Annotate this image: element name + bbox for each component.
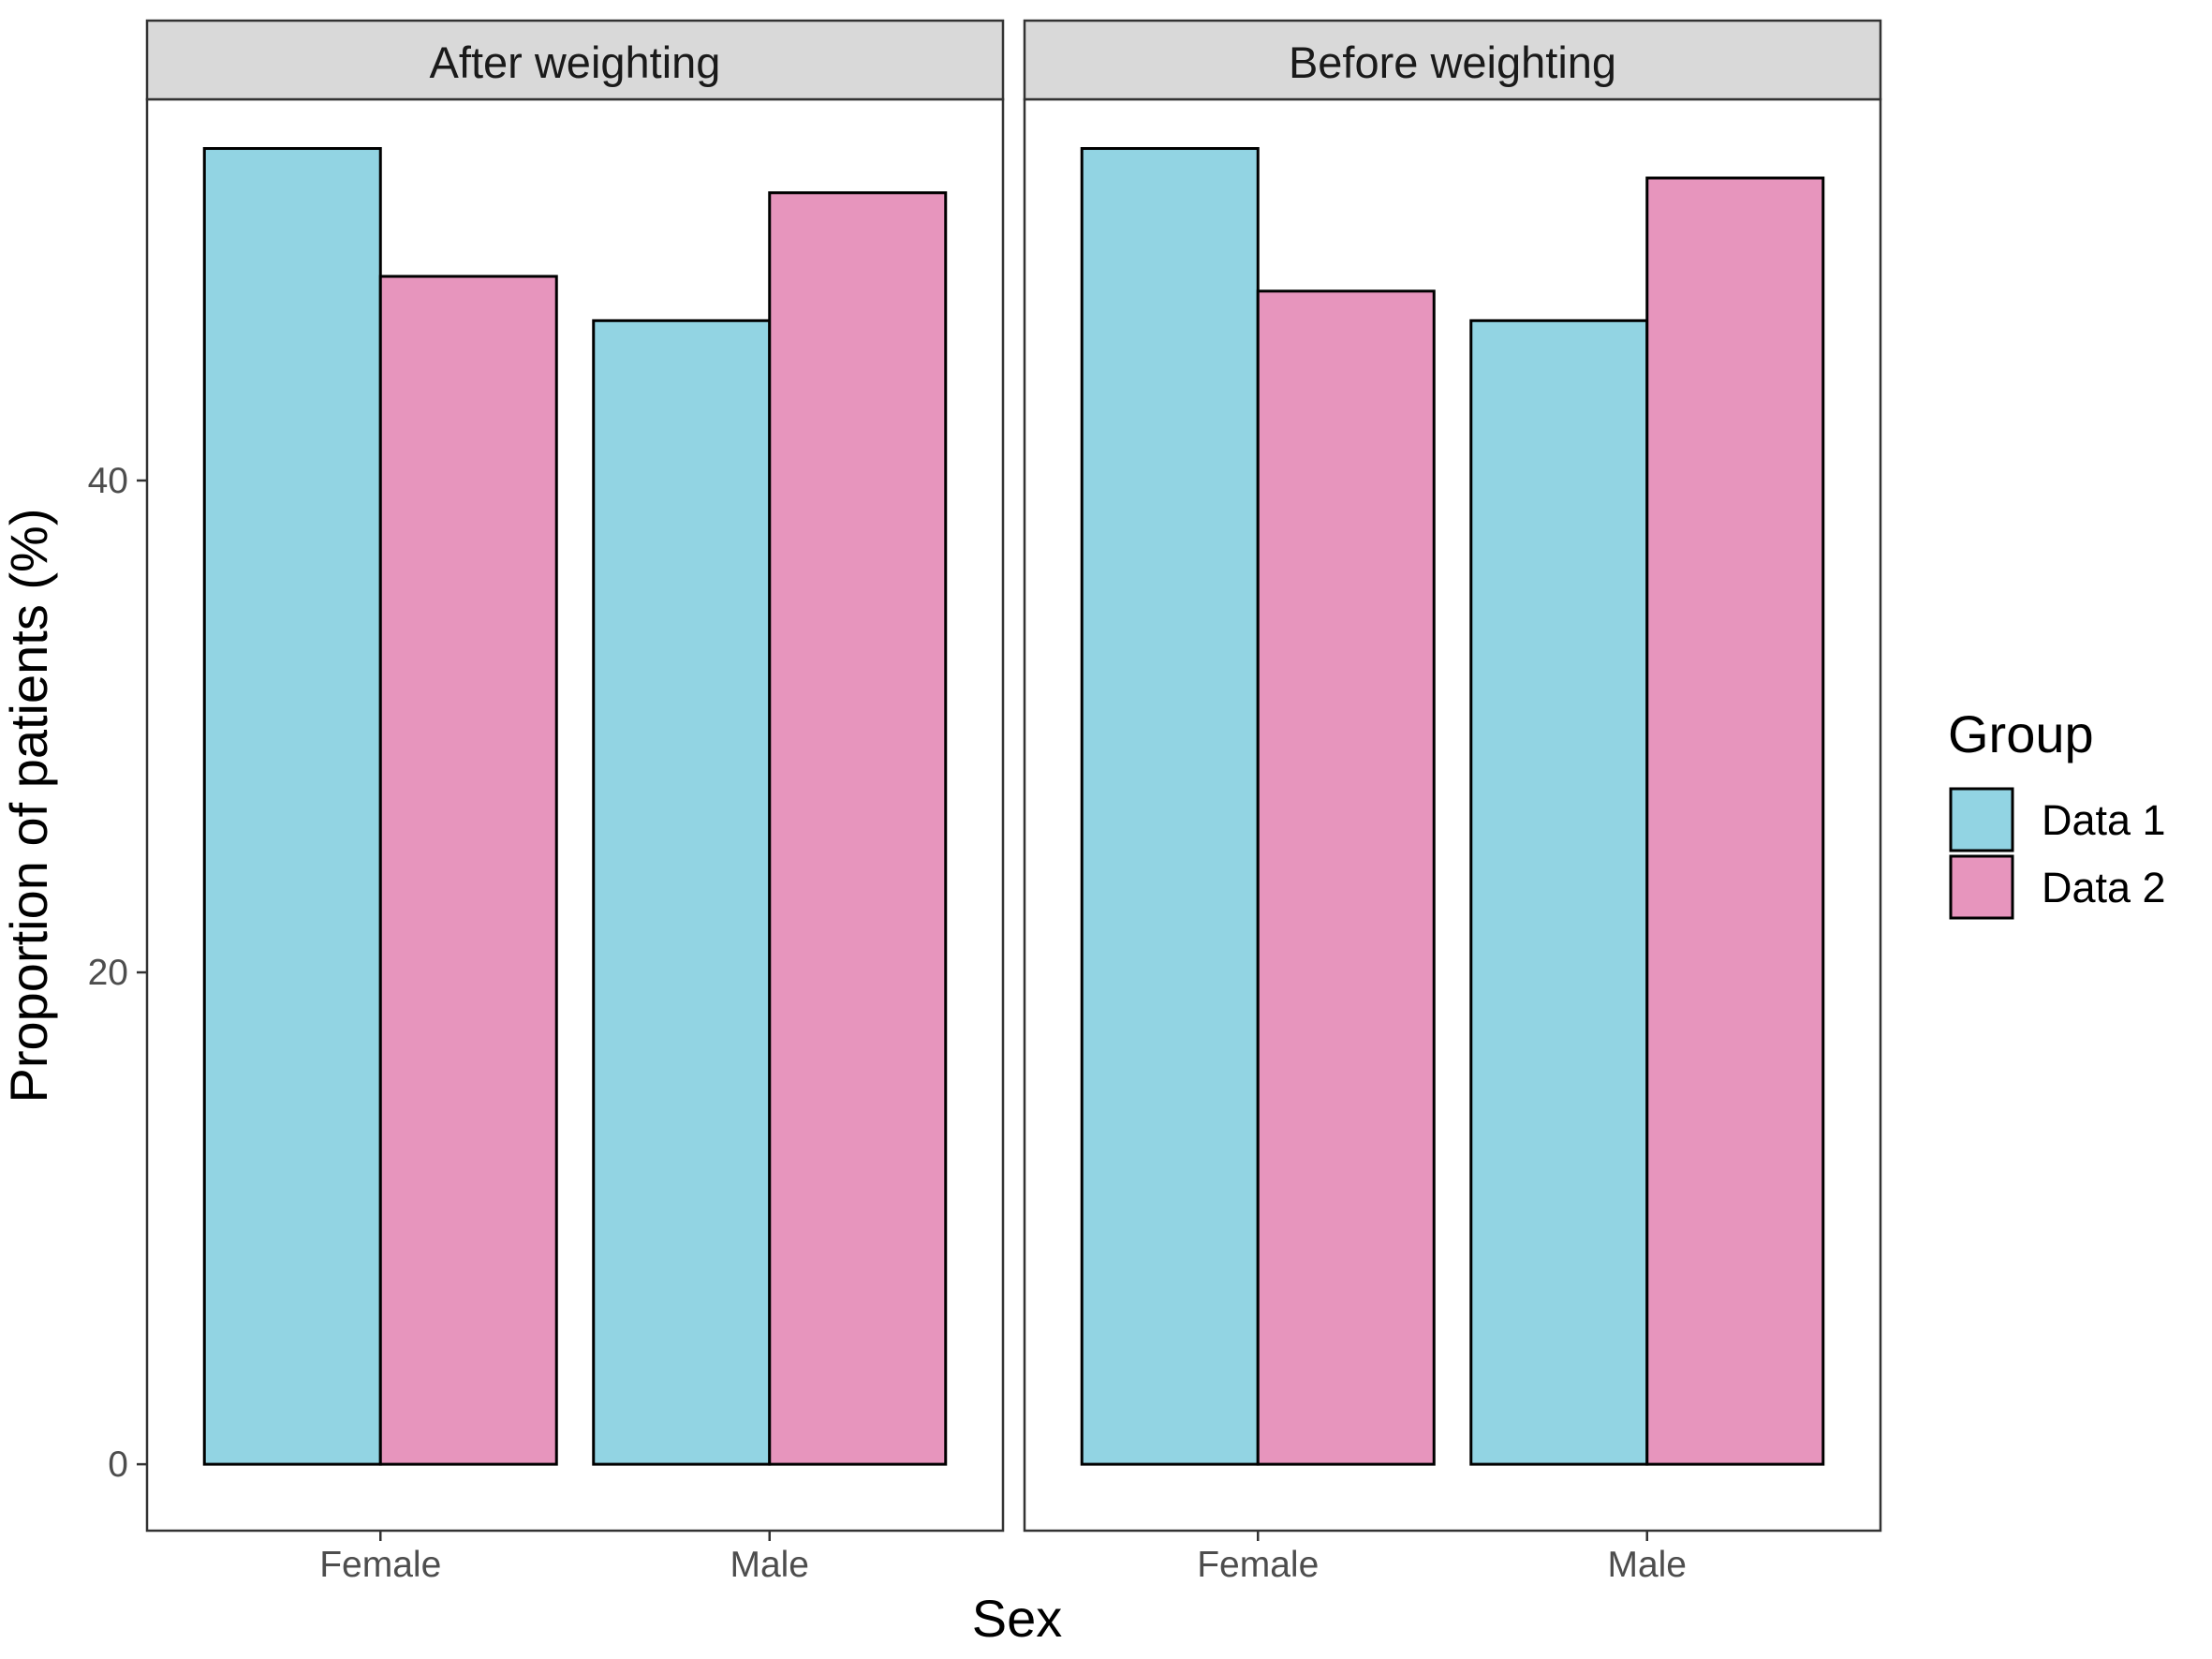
x-tick-label: Female xyxy=(319,1545,441,1585)
strip-label: Before weighting xyxy=(1289,37,1616,87)
legend-swatch xyxy=(1949,854,2014,920)
legend-label: Data 1 xyxy=(2042,796,2166,844)
strip-background xyxy=(1023,19,1882,101)
y-tick-label: 20 xyxy=(88,953,128,993)
bar-before-weighting-female-data-2 xyxy=(1256,289,1436,1466)
y-axis: 0 20 40 xyxy=(88,461,147,1485)
strip-label: After weighting xyxy=(430,37,721,87)
legend-swatch xyxy=(1949,787,2014,852)
x-tick-label: Male xyxy=(730,1545,809,1585)
x-tick-label: Male xyxy=(1607,1545,1687,1585)
x-tick-label: Female xyxy=(1197,1545,1319,1585)
y-axis-title: Proportion of patients (%) xyxy=(0,509,58,1104)
strip-background xyxy=(145,19,1005,101)
y-tick-label: 0 xyxy=(108,1444,128,1485)
bar-after-weighting-male-data-2 xyxy=(768,191,948,1466)
bar-before-weighting-male-data-2 xyxy=(1645,176,1825,1466)
bar-after-weighting-female-data-2 xyxy=(378,274,558,1466)
bar-after-weighting-male-data-1 xyxy=(592,318,772,1466)
bar-before-weighting-female-data-1 xyxy=(1080,147,1260,1466)
legend-title: Group xyxy=(1948,704,2094,763)
legend-label: Data 2 xyxy=(2042,864,2166,911)
bar-after-weighting-female-data-1 xyxy=(202,147,382,1466)
facet-before-weighting: Before weighting Female Male xyxy=(1023,19,1882,1585)
x-axis-title: Sex xyxy=(972,1589,1063,1648)
y-tick-label: 40 xyxy=(88,461,128,501)
facet-after-weighting: After weighting Female Male xyxy=(145,19,1005,1585)
bar-before-weighting-male-data-1 xyxy=(1469,318,1649,1466)
legend: Group Data 1 Data 2 xyxy=(1948,704,2166,920)
